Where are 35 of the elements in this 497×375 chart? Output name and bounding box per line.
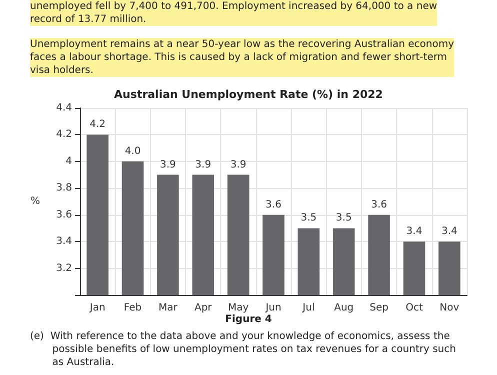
y-tick-label: 4.4 (56, 102, 72, 114)
x-tick-label: Jun (264, 302, 282, 314)
data-label: 4.2 (90, 119, 106, 130)
data-label: 3.6 (371, 199, 387, 210)
data-label: 4.0 (124, 146, 141, 157)
text: (e) With reference to the data above and your knowledge of economics, assess the possible benefits of low unemployment rates on tax revenues for a country such as Australia. (30, 331, 456, 368)
x-tick-label: Aug (334, 302, 354, 314)
caption: Figure 4 (225, 314, 272, 325)
x-tick-label: Mar (158, 302, 178, 314)
text: Unemployment remains at a near 50-year low as the recovering Australian economy faces a labour shortage. This is caused by a lack of migration and fewer short-term visa holders. (30, 39, 454, 76)
data-label: 3.9 (230, 159, 246, 170)
data-label: 3.9 (160, 159, 176, 170)
y-tick-label: 4 (66, 156, 72, 167)
x-tick-label: Feb (124, 302, 142, 314)
chart-title: Australian Unemployment Rate (%) in 2022 (114, 88, 383, 101)
x-tick-label: Apr (194, 302, 213, 314)
data-label: 3.5 (336, 212, 352, 224)
text: unemployed fell by 7,400 to 491,700. Employment increased by 64,000 to a new record of 13.77 million. (30, 1, 438, 25)
x-tick-label: Oct (406, 302, 423, 314)
x-tick-label: Nov (440, 302, 460, 314)
data-label: 3.9 (195, 159, 212, 170)
data-label: 3.4 (406, 226, 422, 238)
y-tick-label: 4.2 (56, 129, 72, 140)
y-tick-label: 3.6 (56, 209, 72, 220)
x-tick-label: May (228, 302, 249, 314)
x-tick-label: Jul (302, 302, 315, 314)
x-tick-label: Sep (370, 302, 388, 314)
data-label: 3.5 (300, 212, 317, 224)
x-tick-label: Jan (88, 302, 106, 314)
y-tick-label: 3.2 (56, 262, 72, 274)
y-tick-label: 3.8 (56, 182, 72, 194)
y-axis-title: % (30, 196, 40, 207)
data-label: 3.6 (266, 199, 282, 210)
y-tick-label: 3.4 (56, 236, 72, 248)
data-label: 3.4 (441, 226, 458, 238)
